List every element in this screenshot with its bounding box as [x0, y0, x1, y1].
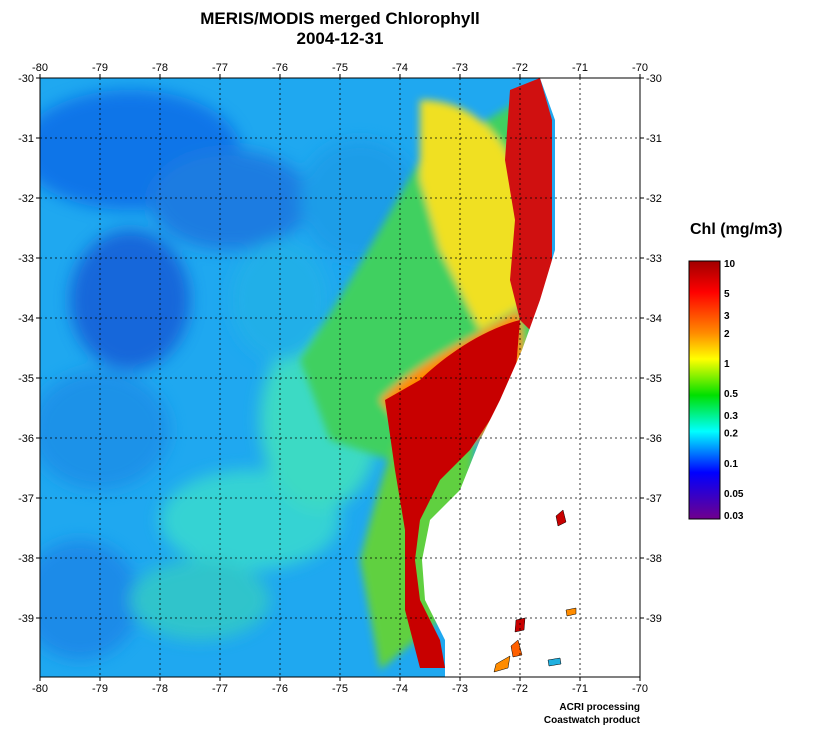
lon-label-top: -70: [632, 62, 648, 74]
chart-title: MERIS/MODIS merged Chlorophyll: [200, 9, 480, 28]
colorbar-label: 2: [724, 329, 730, 340]
lon-label-bottom: -70: [632, 683, 648, 695]
lat-label-left: -39: [18, 613, 34, 625]
chlorophyll-field: [40, 78, 640, 677]
colorbar-label: 0.03: [724, 511, 744, 522]
lon-label-top: -72: [512, 62, 528, 74]
colorbar-gradient: [688, 260, 721, 520]
legend-title: Chl (mg/m3): [690, 221, 783, 238]
lat-label-right: -33: [646, 253, 662, 265]
lon-label-top: -77: [212, 62, 228, 74]
lon-label-top: -80: [32, 62, 48, 74]
lat-label-left: -35: [18, 373, 34, 385]
lon-label-top: -78: [152, 62, 168, 74]
lon-label-bottom: -78: [152, 683, 168, 695]
colorbar-label: 0.1: [724, 459, 738, 470]
lon-label-top: -73: [452, 62, 468, 74]
colorbar-label: 0.05: [724, 489, 744, 500]
lat-label-left: -33: [18, 253, 34, 265]
lat-label-right: -36: [646, 433, 662, 445]
lat-label-left: -32: [18, 193, 34, 205]
lon-label-top: -74: [392, 62, 408, 74]
graticule: [40, 78, 640, 677]
lat-label-left: -38: [18, 553, 34, 565]
lat-label-right: -32: [646, 193, 662, 205]
lon-label-bottom: -72: [512, 683, 528, 695]
lat-label-right: -38: [646, 553, 662, 565]
colorbar-label: 10: [724, 259, 736, 270]
lon-label-bottom: -79: [92, 683, 108, 695]
lon-label-bottom: -80: [32, 683, 48, 695]
lon-label-top: -71: [572, 62, 588, 74]
colorbar-label: 0.2: [724, 429, 738, 440]
lat-label-left: -34: [18, 313, 34, 325]
lat-label-right: -37: [646, 493, 662, 505]
credit-product: Coastwatch product: [543, 715, 640, 726]
lon-label-top: -76: [272, 62, 288, 74]
axis-ticks: -80 -80 -79 -79 -78 -78 -77 -77 -76 -76 -75 -75 -74 -…: [18, 62, 662, 695]
lon-label-bottom: -73: [452, 683, 468, 695]
lon-label-top: -79: [92, 62, 108, 74]
lat-label-left: -30: [18, 73, 34, 85]
lat-label-right: -30: [646, 73, 662, 85]
lat-label-left: -36: [18, 433, 34, 445]
lon-label-bottom: -76: [272, 683, 288, 695]
colorbar-label: 1: [724, 359, 730, 370]
lon-label-bottom: -74: [392, 683, 408, 695]
lat-label-right: -35: [646, 373, 662, 385]
colorbar-labels: 10 5 3 2 1 0.5 0.3 0.2 0.1 0.05 0.03: [724, 259, 744, 522]
lon-label-bottom: -71: [572, 683, 588, 695]
lat-label-right: -31: [646, 133, 662, 145]
lat-label-right: -39: [646, 613, 662, 625]
colorbar-label: 5: [724, 289, 730, 300]
lat-label-left: -31: [18, 133, 34, 145]
lon-label-bottom: -75: [332, 683, 348, 695]
lon-label-top: -75: [332, 62, 348, 74]
lon-label-bottom: -77: [212, 683, 228, 695]
colorbar-label: 0.3: [724, 411, 738, 422]
lat-label-right: -34: [646, 313, 662, 325]
colorbar-label: 3: [724, 311, 730, 322]
credit-processing: ACRI processing: [559, 702, 640, 713]
colorbar-label: 0.5: [724, 389, 738, 400]
lat-label-left: -37: [18, 493, 34, 505]
chart-date: 2004-12-31: [296, 29, 384, 48]
colorbar: 10 5 3 2 1 0.5 0.3 0.2 0.1 0.05 0.03: [688, 259, 744, 522]
